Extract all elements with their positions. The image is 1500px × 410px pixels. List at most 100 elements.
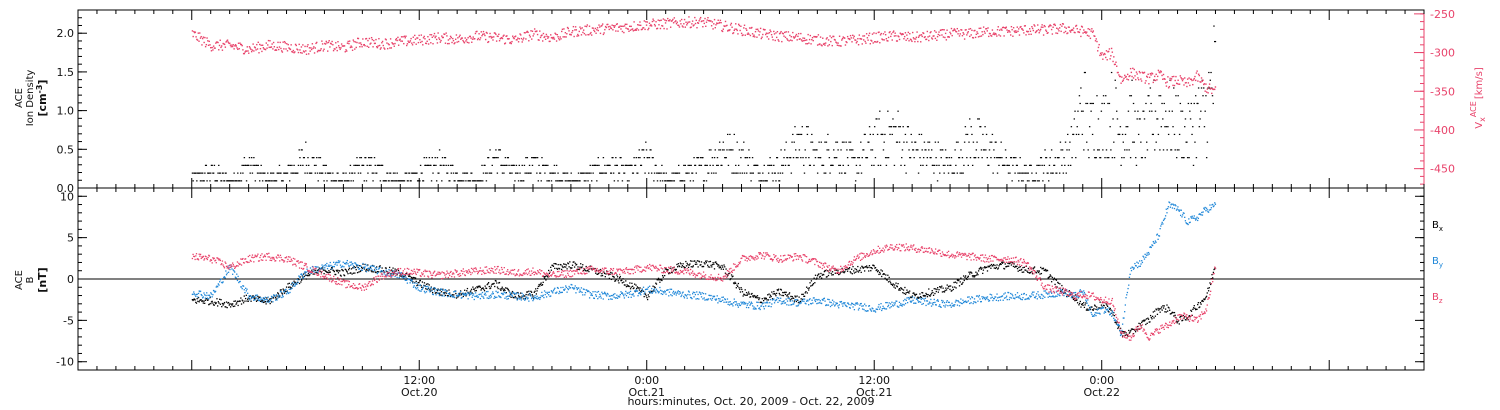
density-point	[729, 133, 731, 136]
vx-point	[1084, 31, 1086, 33]
bx-point	[824, 269, 826, 272]
bx-point	[1206, 292, 1208, 294]
density-point	[585, 180, 587, 182]
density-point	[269, 172, 272, 174]
bx-point	[754, 296, 757, 299]
bx-point	[539, 285, 541, 287]
bx-point	[537, 287, 539, 290]
vx-point	[1023, 32, 1025, 34]
density-point	[1148, 95, 1150, 97]
vx-point	[847, 37, 850, 40]
bx-point	[555, 263, 557, 265]
by-point	[269, 299, 271, 302]
bx-point	[1106, 305, 1109, 308]
bx-point	[238, 300, 241, 302]
vx-point	[955, 30, 957, 33]
vx-point	[710, 25, 713, 27]
bx-point	[1171, 311, 1174, 313]
vx-point	[980, 27, 982, 29]
vx-point	[285, 48, 287, 50]
vx-point	[348, 40, 351, 42]
bx-point	[958, 279, 960, 281]
bx-point	[1008, 263, 1010, 265]
density-point	[619, 157, 621, 159]
vx-point	[453, 42, 455, 45]
bx-point	[319, 270, 321, 273]
vx-point	[535, 30, 537, 33]
density-point	[985, 133, 988, 136]
vx-point	[1071, 28, 1073, 31]
bx-point	[924, 295, 927, 297]
density-point	[1003, 164, 1005, 166]
vx-point	[1079, 28, 1081, 31]
vx-point	[838, 44, 840, 47]
by-point	[314, 266, 316, 268]
density-point	[870, 149, 872, 151]
density-point	[571, 180, 574, 182]
density-point	[657, 172, 659, 174]
vx-point	[1189, 84, 1191, 87]
bx-point	[468, 293, 471, 295]
bx-point	[821, 274, 823, 276]
vx-point	[427, 36, 429, 38]
density-point	[400, 180, 402, 182]
vx-point	[320, 48, 322, 50]
bx-point	[378, 266, 381, 268]
vx-point	[1097, 46, 1100, 49]
vx-point	[857, 37, 859, 40]
bx-point	[876, 271, 879, 273]
bx-point	[781, 294, 783, 297]
density-point	[648, 172, 650, 174]
vx-point	[834, 39, 836, 41]
vx-point	[1038, 32, 1040, 34]
by-point	[272, 294, 275, 296]
bx-point	[410, 279, 412, 282]
density-point	[912, 149, 914, 151]
vx-point	[418, 34, 420, 37]
vx-point	[223, 43, 226, 46]
bx-point	[706, 260, 708, 262]
density-point	[831, 164, 833, 166]
vx-point	[729, 29, 731, 31]
vx-point	[276, 46, 278, 49]
bx-point	[556, 267, 558, 270]
bx-point	[635, 284, 637, 286]
bx-point	[656, 279, 658, 281]
density-point	[836, 141, 839, 143]
density-point	[276, 172, 278, 174]
bx-point	[833, 268, 836, 270]
vx-point	[478, 33, 480, 35]
vx-point	[665, 19, 667, 22]
density-point	[1010, 157, 1013, 159]
by-point	[219, 281, 221, 283]
by-point	[197, 292, 200, 295]
vx-point	[1162, 73, 1165, 76]
vx-point	[754, 36, 756, 38]
vx-point	[392, 43, 394, 45]
density-point	[1212, 102, 1214, 105]
vx-point	[936, 39, 938, 41]
bx-point	[741, 288, 743, 291]
bx-point	[604, 276, 606, 278]
density-point	[314, 172, 316, 174]
vx-point	[1184, 82, 1187, 84]
bx-point	[868, 270, 870, 272]
density-point	[359, 157, 361, 159]
bx-point	[489, 287, 492, 289]
vx-point	[337, 45, 340, 47]
density-point	[403, 180, 405, 182]
density-point	[615, 157, 617, 159]
vx-point	[706, 19, 708, 21]
bx-point	[687, 264, 689, 266]
density-point	[724, 157, 727, 159]
vx-point	[437, 32, 439, 34]
bx-point	[851, 268, 853, 270]
by-point	[344, 262, 346, 264]
bx-point	[1199, 302, 1202, 304]
density-point	[385, 180, 387, 182]
density-point	[1181, 157, 1183, 159]
vx-point	[343, 45, 345, 47]
bx-point	[601, 273, 603, 275]
density-point	[415, 172, 417, 174]
density-point	[490, 172, 492, 174]
